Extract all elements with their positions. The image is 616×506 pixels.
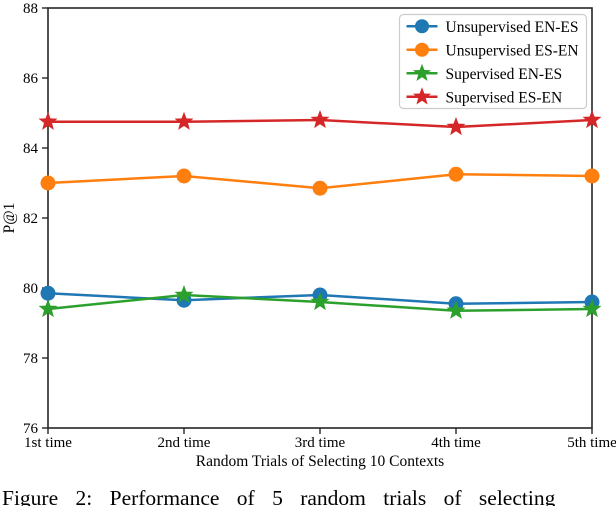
x-axis-tick-label: 1st time [24, 435, 72, 451]
legend-label-supervised-en-es: Supervised EN-ES [446, 66, 563, 83]
y-axis-tick-label: 86 [23, 71, 39, 87]
circle-marker [176, 168, 192, 184]
circle-marker [414, 42, 430, 57]
x-axis-tick-label: 4th time [431, 435, 481, 451]
star-marker [38, 111, 58, 130]
y-axis-tick-label: 80 [23, 281, 38, 297]
star-marker [310, 292, 330, 311]
y-axis-tick-label: 78 [23, 351, 38, 367]
legend-label-supervised-es-en: Supervised ES-EN [446, 89, 563, 106]
circle-marker [312, 180, 328, 196]
star-marker [310, 110, 330, 129]
y-axis-tick-label: 84 [23, 141, 39, 157]
circle-marker [448, 166, 464, 182]
legend-box [398, 13, 588, 110]
y-axis-tick-label: 82 [23, 211, 38, 227]
y-axis-tick-label: 88 [23, 1, 38, 17]
star-marker [412, 87, 432, 105]
circle-marker [40, 175, 56, 191]
star-marker [582, 110, 602, 129]
star-marker [446, 117, 466, 136]
star-marker [38, 299, 58, 318]
circle-marker [584, 168, 600, 184]
circle-marker [414, 19, 430, 34]
legend-label-unsupervised-en-es: Unsupervised EN-ES [446, 19, 579, 36]
legend-label-unsupervised-es-en: Unsupervised ES-EN [446, 42, 579, 59]
x-axis-tick-label: 2nd time [158, 435, 211, 451]
star-marker [174, 111, 194, 130]
x-axis-tick-label: 5th time [567, 435, 616, 451]
star-marker [582, 299, 602, 318]
figure-caption: Figure 2: Performance of 5 random trials… [2, 486, 556, 506]
star-marker [412, 63, 432, 81]
x-axis-tick-label: 3rd time [295, 435, 346, 451]
y-axis-tick-label: 76 [23, 421, 39, 437]
star-marker [174, 285, 194, 304]
line-chart: 76 78 80 82 84 86 88 1st time 2nd time 3rd time 4t… [1, 1, 616, 470]
x-axis-label: Random Trials of Selecting 10 Contexts [196, 453, 444, 470]
circle-marker [40, 285, 56, 301]
star-marker [446, 300, 466, 319]
y-axis-label: P@1 [1, 203, 18, 234]
